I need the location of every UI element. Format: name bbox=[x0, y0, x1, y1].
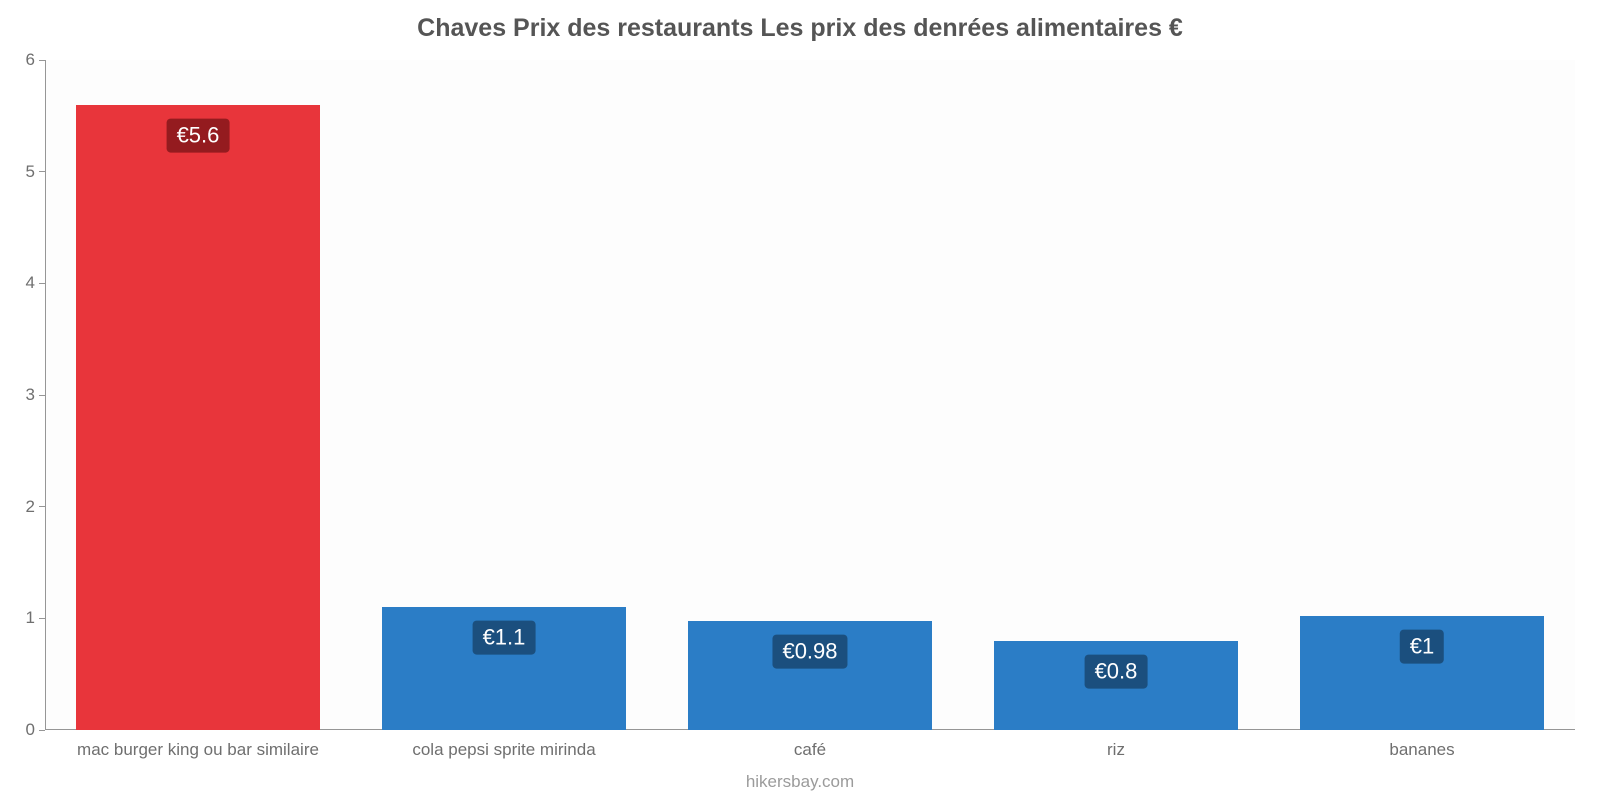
y-tick bbox=[39, 171, 45, 172]
y-tick bbox=[39, 506, 45, 507]
y-tick bbox=[39, 60, 45, 61]
x-tick-label: riz bbox=[1107, 740, 1125, 760]
bar-value-label: €0.98 bbox=[772, 634, 847, 668]
bar: €5.6 bbox=[76, 105, 321, 730]
y-tick-label: 1 bbox=[26, 608, 35, 628]
y-tick bbox=[39, 395, 45, 396]
x-tick-label: cola pepsi sprite mirinda bbox=[412, 740, 595, 760]
y-tick bbox=[39, 618, 45, 619]
chart-container: Chaves Prix des restaurants Les prix des… bbox=[0, 0, 1600, 800]
x-tick-label: bananes bbox=[1389, 740, 1454, 760]
bar-value-label: €5.6 bbox=[167, 118, 230, 152]
y-tick-label: 4 bbox=[26, 273, 35, 293]
chart-title: Chaves Prix des restaurants Les prix des… bbox=[0, 14, 1600, 43]
y-tick-label: 5 bbox=[26, 162, 35, 182]
y-tick-label: 6 bbox=[26, 50, 35, 70]
y-tick-label: 0 bbox=[26, 720, 35, 740]
y-axis-line bbox=[45, 60, 46, 730]
x-tick-label: café bbox=[794, 740, 826, 760]
y-tick bbox=[39, 730, 45, 731]
bar: €1.1 bbox=[382, 607, 627, 730]
bar-value-label: €1 bbox=[1400, 630, 1444, 664]
y-tick-label: 2 bbox=[26, 497, 35, 517]
x-tick-label: mac burger king ou bar similaire bbox=[77, 740, 319, 760]
bar-value-label: €1.1 bbox=[473, 621, 536, 655]
y-tick-label: 3 bbox=[26, 385, 35, 405]
plot-area: 0123456€5.6mac burger king ou bar simila… bbox=[45, 60, 1575, 730]
bar: €0.98 bbox=[688, 621, 933, 730]
bar-value-label: €0.8 bbox=[1085, 654, 1148, 688]
bar: €0.8 bbox=[994, 641, 1239, 730]
source-label: hikersbay.com bbox=[0, 772, 1600, 792]
y-tick bbox=[39, 283, 45, 284]
bar: €1 bbox=[1300, 616, 1545, 730]
